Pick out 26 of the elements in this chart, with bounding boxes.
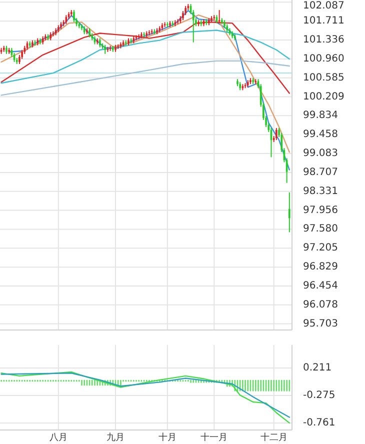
y-tick-label: 97.205 [303,242,338,254]
y-tick-label: 0.211 [303,362,332,374]
y-tick-label: 99.458 [303,129,338,140]
x-tick-label: 八月 [49,432,68,443]
y-tick-label: 96.454 [303,280,338,292]
y-tick-label: 101.336 [303,34,344,46]
x-tick-label: 九月 [106,432,124,443]
y-tick-label: 102.087 [303,0,344,12]
y-tick-label: 97.956 [303,204,338,216]
x-tick-label: 十月 [158,432,176,443]
y-tick-label: 95.703 [303,318,338,330]
y-tick-label: 100.209 [303,91,344,102]
y-tick-label: 100.585 [303,72,344,84]
y-tick-label: 100.960 [303,53,344,64]
y-tick-label: 98.331 [303,186,338,197]
y-tick-label: -0.761 [303,417,336,428]
y-tick-label: -0.275 [303,390,336,401]
y-tick-label: 96.829 [303,262,338,273]
y-tick-label: 101.711 [303,16,344,27]
y-tick-label: 96.078 [303,299,338,310]
y-tick-label: 99.083 [303,148,338,160]
x-tick-label: 十一月 [200,432,228,443]
y-tick-label: 98.707 [303,166,338,178]
y-tick-label: 99.834 [303,110,338,122]
y-tick-label: 97.580 [303,224,338,235]
x-tick-label: 十二月 [260,432,288,443]
